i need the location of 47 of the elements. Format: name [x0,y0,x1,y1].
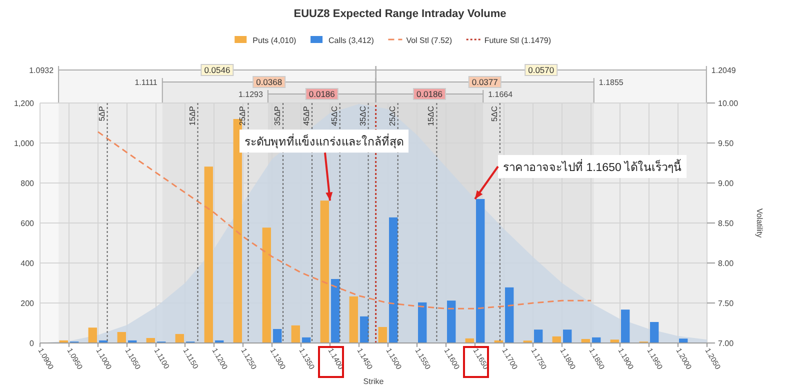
text: 1.1855 [598,78,624,87]
annotation: ราคาอาจจะไปที่ 1.1650 ได้ในเร็วๆนี้ [474,155,687,200]
y-tick-label: 800 [20,179,35,188]
y-tick-label: 400 [20,259,35,268]
ref-line-label: 45ΔC [330,106,339,126]
ref-line-label: 15ΔC [426,106,436,126]
text: 1.1111 [134,78,158,87]
y2-tick-label: 8.00 [718,259,734,268]
annotation: ระดับพุทที่แข็งแกร่งและใกล้ที่สุด [240,130,408,201]
ref-line-label: 25ΔC [388,106,397,126]
y2-tick-label: 7.50 [718,299,734,308]
y-tick-label: 0 [30,339,35,348]
y-tick-label: 600 [20,219,35,228]
ref-line-label: 45ΔP [302,106,312,126]
legend-label: Puts (4,010) [252,36,297,45]
chart-title: EUUZ8 Expected Range Intraday Volume [294,8,506,20]
ref-line-label: 35ΔP [273,106,282,126]
annotation: ราคาอาจจะไปที่ 1.1650 ได้ในเร็วๆนี้ [503,159,682,174]
legend-label: Vol Stl (7.52) [406,36,452,45]
y-tick-label: 1,000 [14,139,35,148]
band-label: 0.0186 [416,89,443,99]
y-tick-label: 200 [20,299,35,308]
legend-label: Future Stl (1.1479) [484,36,552,45]
text: 1.0932 [29,66,54,75]
ref-line-label: 25ΔP [238,106,248,126]
y2-tick-label: 7.00 [718,339,734,348]
ref-line-label: 35ΔC [358,106,368,126]
text: 1.1293 [238,90,264,99]
band-label: 0.0570 [528,65,554,75]
band-label: 0.0368 [256,77,282,87]
y-tick-label: 1,200 [14,99,35,108]
y2-axis-title: Volatility [755,208,764,238]
text: 1.1664 [488,90,513,99]
x-axis-title: Strike [363,377,384,386]
y2-tick-label: 9.00 [718,179,734,188]
band-label: 0.0377 [472,77,498,87]
ref-line-label: 5ΔP [97,106,106,122]
annotation: ระดับพุทที่แข็งแกร่งและใกล้ที่สุด [244,134,404,149]
band-label: 0.0546 [204,65,230,75]
legend-label: Calls (3,412) [328,36,374,45]
ref-line-label: 5ΔC [490,106,499,122]
band-label: 0.0186 [308,89,336,99]
ref-line-label: 15ΔP [188,106,197,126]
y2-tick-label: 10.00 [718,99,739,108]
y2-tick-label: 8.50 [718,219,734,228]
text: 1.2049 [711,66,736,75]
y2-tick-label: 9.50 [718,139,734,148]
